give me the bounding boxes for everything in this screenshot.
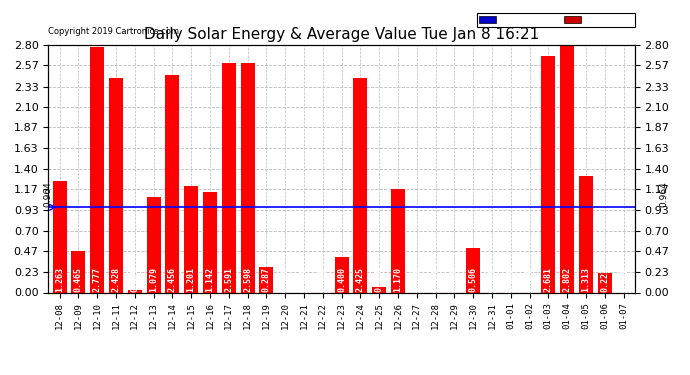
Text: 0.000: 0.000 [619, 267, 628, 292]
Bar [52, 181, 67, 292]
Text: 0.400: 0.400 [337, 267, 346, 292]
Bar [241, 63, 255, 292]
Text: 2.802: 2.802 [562, 267, 571, 292]
Bar [335, 257, 348, 292]
Text: 1.170: 1.170 [393, 267, 402, 292]
Text: 0.964: 0.964 [43, 182, 53, 207]
Bar [598, 273, 612, 292]
Bar [184, 186, 198, 292]
Text: 2.428: 2.428 [112, 267, 121, 292]
Text: 0.000: 0.000 [318, 267, 327, 292]
Text: 0.029: 0.029 [130, 267, 139, 292]
Text: 0.223: 0.223 [600, 267, 609, 292]
Text: 2.456: 2.456 [168, 267, 177, 292]
Text: 0.000: 0.000 [450, 267, 459, 292]
Text: 1.079: 1.079 [149, 267, 158, 292]
Text: 2.681: 2.681 [544, 267, 553, 292]
Text: 1.142: 1.142 [206, 267, 215, 292]
Text: 0.000: 0.000 [299, 267, 308, 292]
Text: 0.964: 0.964 [660, 182, 669, 207]
Legend: Average  ($), Daily   ($): Average ($), Daily ($) [477, 13, 635, 27]
Text: 0.000: 0.000 [412, 267, 421, 292]
Text: 1.313: 1.313 [582, 267, 591, 292]
Bar [541, 56, 555, 292]
Text: 0.000: 0.000 [525, 267, 534, 292]
Text: 0.000: 0.000 [431, 267, 440, 292]
Bar [71, 251, 86, 292]
Text: 0.066: 0.066 [375, 267, 384, 292]
Bar [372, 286, 386, 292]
Bar [203, 192, 217, 292]
Bar [560, 45, 574, 292]
Bar [579, 177, 593, 292]
Bar [221, 63, 236, 292]
Text: 0.000: 0.000 [281, 267, 290, 292]
Text: 0.465: 0.465 [74, 267, 83, 292]
Text: Copyright 2019 Cartronics.com: Copyright 2019 Cartronics.com [48, 27, 179, 36]
Bar [466, 248, 480, 292]
Text: 2.425: 2.425 [356, 267, 365, 292]
Bar [146, 197, 161, 292]
Text: 0.000: 0.000 [506, 267, 515, 292]
Title: Daily Solar Energy & Average Value Tue Jan 8 16:21: Daily Solar Energy & Average Value Tue J… [144, 27, 539, 42]
Text: 2.591: 2.591 [224, 267, 233, 292]
Bar [259, 267, 273, 292]
Text: 0.506: 0.506 [469, 267, 477, 292]
Text: 2.777: 2.777 [92, 267, 101, 292]
Bar [391, 189, 405, 292]
Text: 0.000: 0.000 [487, 267, 496, 292]
Text: 2.598: 2.598 [243, 267, 252, 292]
Text: 0.287: 0.287 [262, 267, 271, 292]
Bar [90, 47, 104, 292]
Bar [109, 78, 123, 292]
Text: 1.263: 1.263 [55, 267, 64, 292]
Text: 1.201: 1.201 [187, 267, 196, 292]
Bar [166, 75, 179, 292]
Bar [128, 290, 142, 292]
Bar [353, 78, 367, 292]
